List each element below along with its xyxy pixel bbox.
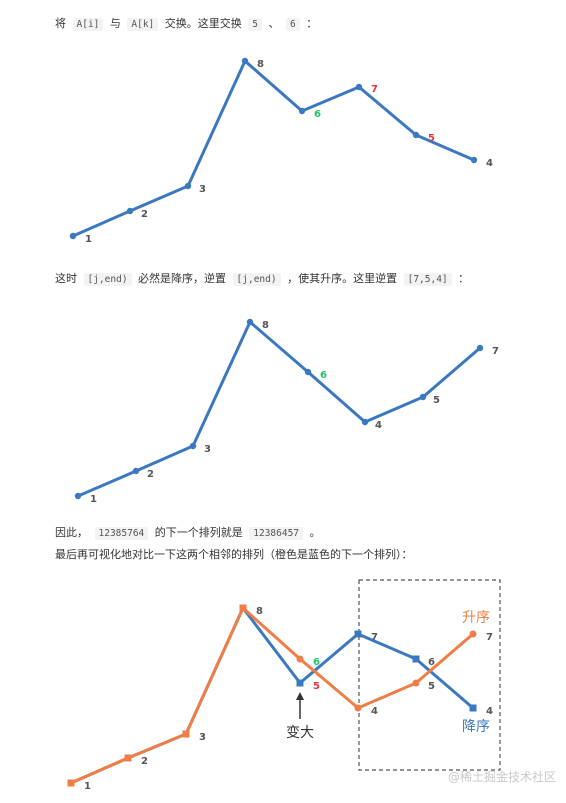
series-line-orange [70,606,474,785]
data-point-orange [182,730,190,738]
inline-code: [j,end) [232,273,281,286]
text: 这时 [55,272,77,285]
inline-code: [7,5,4] [403,273,452,286]
paragraph-compare: 最后再可视化地对比一下这两个相邻的排列（橙色是蓝色的下一个排列）： [55,547,413,563]
data-point [304,368,312,376]
data-point [419,393,427,401]
text: 的下一个排列就是 [154,526,243,539]
point-label: 2 [141,209,148,220]
inline-code: A[k] [127,18,159,31]
data-point [470,156,478,164]
point-label: 4 [375,420,382,431]
point-label: 3 [199,184,206,195]
data-point-orange [239,604,247,612]
data-point [241,57,249,65]
point-label: 8 [256,606,263,617]
point-label-blue: 7 [371,632,378,643]
data-point [355,83,363,91]
data-point [74,492,82,500]
text: ，使其升序。这里逆置 [287,272,398,285]
chart-after-reverse: 1 2 3 8 6 4 5 7 [74,318,499,505]
data-point [361,418,369,426]
point-label: 3 [199,732,206,743]
text: ： [458,272,470,285]
dashed-box [358,579,501,771]
point-label: 5 [433,395,440,406]
text: 必然是降序，逆置 [138,272,227,285]
data-point-orange [296,655,304,663]
data-point [298,107,306,115]
paragraph-swap: 将 A[i] 与 A[k] 交换。这里交换 5 、 6 ： [55,16,317,33]
legend-descending: 降序 [462,719,490,735]
series-line [77,320,481,498]
point-label: 2 [147,469,154,480]
point-label-orange: 4 [371,706,378,717]
point-label: 5 [428,133,435,144]
point-label: 2 [141,756,148,767]
text: 最后再可视化地对比一下这两个相邻的排列（橙色是蓝色的下一个排列）： [55,548,413,561]
data-point-blue [296,679,304,687]
data-point [126,207,134,215]
point-label: 6 [320,370,327,381]
point-label-orange: 7 [486,632,493,643]
inline-code: 6 [286,18,300,31]
point-label: 1 [85,234,92,245]
inline-code: 12385764 [94,527,149,540]
point-label: 8 [262,320,269,331]
point-label-blue: 4 [486,706,493,717]
inline-code: A[i] [72,18,104,31]
data-point [246,318,254,326]
arrow-label: 变大 [286,725,314,741]
data-point-orange [412,679,420,687]
point-label-orange: 5 [428,681,435,692]
watermark: @稀土掘金技术社区 [447,770,556,784]
data-point [412,131,420,139]
inline-code: [j,end) [83,273,132,286]
text: 与 [109,17,121,30]
point-label: 4 [486,158,493,169]
text: 、 [268,17,280,30]
text: 因此， [55,526,88,539]
data-point-blue [412,655,420,663]
arrow-head [296,692,304,700]
text: 。 [309,526,321,539]
chart-after-swap: 1 2 3 8 6 7 5 4 [69,57,493,245]
data-point-orange [124,754,132,762]
data-point-orange [354,704,362,712]
data-point [476,344,484,352]
data-point [69,232,77,240]
point-label-blue: 6 [428,657,435,668]
point-label-blue: 5 [313,681,320,692]
text: ： [306,17,318,30]
data-point-orange [469,630,477,638]
point-label: 7 [492,346,499,357]
point-label: 8 [257,59,264,70]
inline-code: 12386457 [249,527,304,540]
paragraph-reverse: 这时 [j,end) 必然是降序，逆置 [j,end) ，使其升序。这里逆置 [… [55,271,469,288]
text: 将 [55,17,66,30]
text: 交换。这里交换 [164,17,242,30]
data-point [184,182,192,190]
point-label: 1 [84,781,91,792]
point-label: 6 [314,109,321,120]
data-point-blue [469,704,477,712]
paragraph-result: 因此， 12385764 的下一个排列就是 12386457 。 [55,525,321,542]
inline-code: 5 [248,18,263,31]
legend-ascending: 升序 [462,610,490,626]
data-point-blue [354,630,362,638]
point-label: 1 [90,494,97,505]
data-point [132,467,140,475]
series-line [72,59,475,238]
data-point-orange [67,779,75,787]
point-label: 7 [371,84,378,95]
point-label-orange: 6 [313,657,320,668]
point-label: 3 [204,444,211,455]
data-point [189,442,197,450]
